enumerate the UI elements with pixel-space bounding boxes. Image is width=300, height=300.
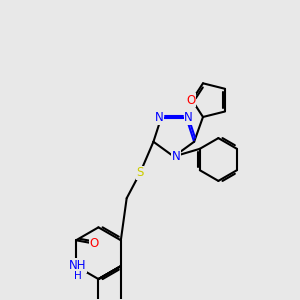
Text: N: N bbox=[172, 150, 181, 163]
Text: NH: NH bbox=[69, 259, 86, 272]
Text: S: S bbox=[136, 167, 144, 179]
Text: O: O bbox=[186, 94, 195, 106]
Text: O: O bbox=[90, 237, 99, 250]
Text: N: N bbox=[154, 111, 163, 124]
Text: H: H bbox=[74, 271, 81, 281]
Text: N: N bbox=[184, 111, 193, 124]
